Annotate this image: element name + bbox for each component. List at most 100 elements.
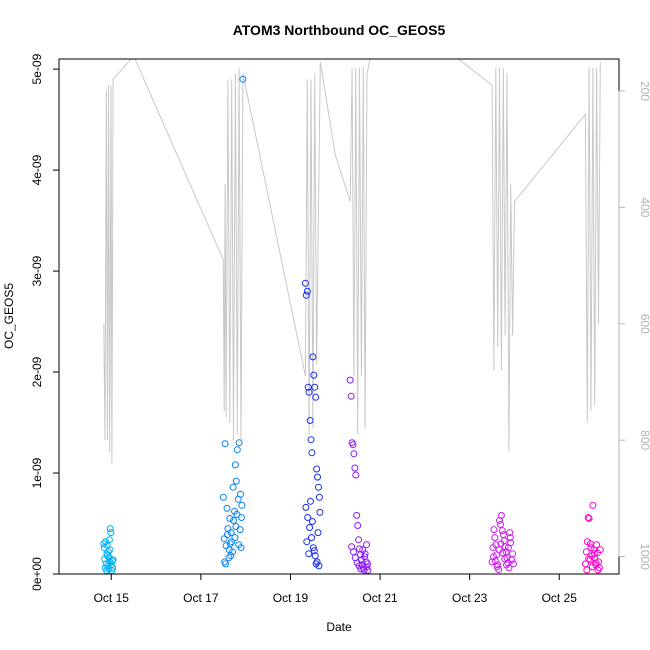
data-point [363,563,371,571]
data-point [235,541,243,549]
y-tick-label: 4e-09 [30,154,44,185]
data-point [312,393,320,401]
data-point [227,529,235,537]
data-point [506,529,514,537]
x-axis-label: Date [326,620,352,634]
x-tick-label: Oct 21 [362,591,398,605]
data-point [311,552,319,560]
data-point [107,529,115,537]
x-tick-label: Oct 25 [542,591,578,605]
data-point [361,553,369,561]
y-tick-label: 2e-09 [30,356,44,387]
x-tick-label: Oct 19 [273,591,309,605]
data-point [109,556,117,564]
data-point [220,535,228,543]
data-point [225,554,233,562]
data-point [308,518,316,525]
data-point [353,511,361,519]
y2-tick-label: 400 [638,197,650,217]
data-point [226,540,234,548]
data-point [357,565,365,573]
data-point [233,510,241,518]
y-axis-right: 200 400 600 800 1000 [618,81,650,570]
data-point [314,529,322,537]
data-point [585,515,593,522]
data-point [313,465,321,473]
data-point [303,538,311,546]
data-point [499,531,507,539]
data-point [231,534,239,542]
data-point [510,560,517,568]
data-point [493,563,501,571]
data-point [303,287,311,295]
data-point [305,550,313,558]
data-point [237,490,244,498]
data-point [364,567,372,574]
data-point [499,549,507,557]
data-point [308,534,315,542]
data-point [354,522,362,529]
data-point [309,544,317,552]
data-point [585,555,593,563]
data-point [488,558,496,566]
data-point [235,439,243,447]
data-point [490,526,498,534]
data-point [490,553,497,561]
y2-tick-label: 200 [638,81,650,101]
data-point [509,550,517,558]
data-point [361,550,369,558]
data-point [230,517,237,524]
x-tick-label: Oct 15 [94,591,130,605]
data-point [224,531,231,539]
data-point [349,441,357,449]
data-point [238,514,245,521]
data-point [308,449,316,457]
data-point [582,548,590,556]
data-point [506,534,514,542]
pressure-trace-line [103,59,601,464]
data-point [592,559,600,567]
data-point [503,561,510,569]
y-tick-label: 3e-09 [30,255,44,286]
y2-tick-label: 600 [638,314,650,334]
data-point [594,566,602,574]
data-point [106,525,114,533]
data-point [228,538,236,546]
data-point [590,550,598,558]
data-point [355,536,363,544]
data-point [302,503,310,511]
data-point [587,540,594,548]
data-point [301,279,309,287]
data-point [311,383,319,391]
data-point [109,564,117,572]
data-point [224,525,232,533]
data-point [491,557,499,565]
y-axis-label: OC_GEOS5 [2,283,16,349]
data-point [359,546,367,554]
data-point [236,526,244,534]
chart-title: ATOM3 Northbound OC_GEOS5 [233,22,446,38]
data-point [316,508,324,516]
data-point [583,566,591,574]
data-point [312,560,320,568]
data-point [497,521,504,528]
data-point [221,440,229,448]
data-point [315,483,322,491]
data-point [306,524,314,531]
data-point [232,523,240,530]
data-point [221,558,229,566]
x-tick-label: Oct 23 [452,591,488,605]
data-point [104,562,112,570]
data-point [105,554,113,562]
data-point [363,541,370,549]
data-point [504,544,512,552]
data-point [497,511,505,519]
data-point [306,417,314,424]
data-point [352,471,360,479]
data-point [596,546,604,554]
data-point [588,563,596,571]
y-tick-label: 1e-09 [30,457,44,488]
data-point [229,483,237,491]
data-points-layer [100,75,604,574]
